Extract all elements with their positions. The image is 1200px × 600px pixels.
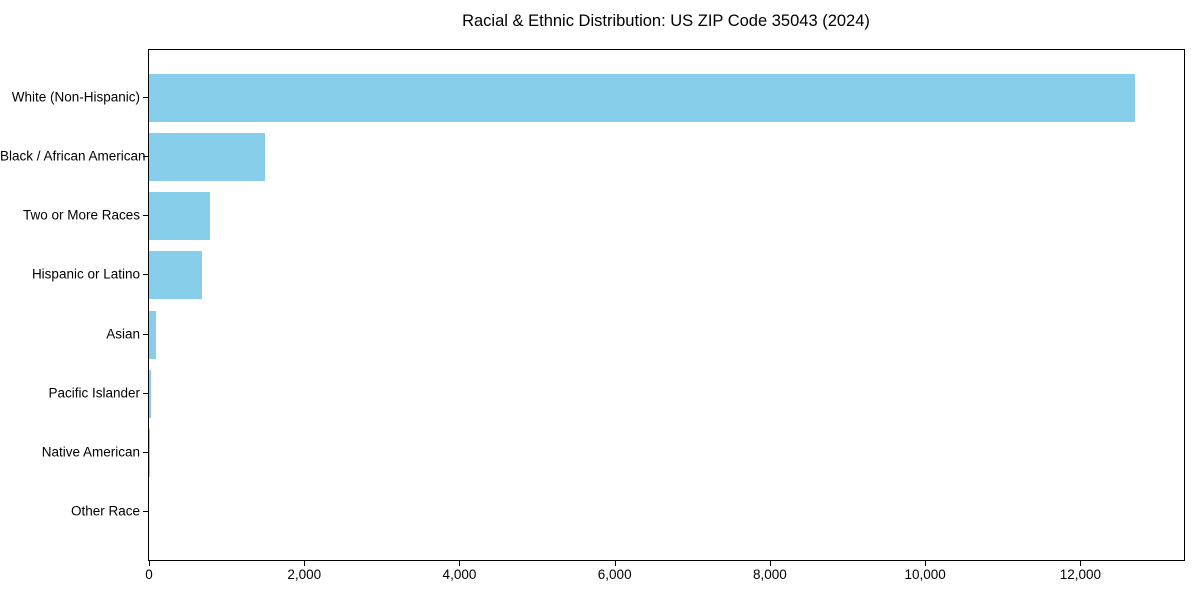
x-tick-label: 2,000 bbox=[287, 567, 322, 582]
x-tick-label: 12,000 bbox=[1059, 567, 1102, 582]
y-axis-label: Pacific Islander bbox=[48, 385, 140, 401]
x-tick bbox=[614, 561, 616, 566]
y-tick bbox=[143, 511, 148, 512]
x-tick bbox=[149, 561, 150, 566]
y-tick bbox=[143, 215, 148, 217]
x-tick bbox=[769, 561, 771, 566]
bar bbox=[149, 251, 202, 300]
y-axis-label: Other Race bbox=[70, 503, 140, 519]
chart-title: Racial & Ethnic Distribution: US ZIP Cod… bbox=[462, 12, 870, 30]
x-tick-label: 6,000 bbox=[597, 567, 632, 582]
x-tick-label: 4,000 bbox=[442, 567, 477, 582]
y-axis-label: Black / African American bbox=[0, 148, 146, 164]
y-tick bbox=[143, 333, 148, 335]
x-tick-label: 8,000 bbox=[753, 567, 787, 582]
y-tick bbox=[143, 392, 148, 394]
x-tick-label: 0 bbox=[145, 567, 153, 582]
x-tick bbox=[304, 561, 306, 566]
y-axis-label: White (Non-Hispanic) bbox=[11, 89, 140, 105]
y-tick bbox=[143, 274, 148, 276]
plot-area bbox=[148, 49, 1185, 561]
y-axis-label: Hispanic or Latino bbox=[31, 266, 140, 282]
x-tick-label: 10,000 bbox=[904, 567, 946, 582]
bar bbox=[149, 192, 210, 241]
bar bbox=[149, 369, 152, 418]
y-tick bbox=[143, 451, 148, 453]
x-tick bbox=[925, 561, 927, 566]
bar bbox=[149, 428, 150, 477]
y-axis-label: Two or More Races bbox=[22, 207, 140, 223]
y-axis-label: Native American bbox=[41, 444, 140, 460]
y-tick bbox=[143, 156, 148, 158]
bar bbox=[149, 133, 266, 182]
y-tick bbox=[143, 97, 148, 98]
bar bbox=[149, 74, 1135, 122]
x-tick bbox=[1080, 561, 1082, 566]
y-axis-label: Asian bbox=[106, 326, 140, 342]
x-tick bbox=[459, 561, 461, 566]
bar bbox=[149, 310, 156, 359]
